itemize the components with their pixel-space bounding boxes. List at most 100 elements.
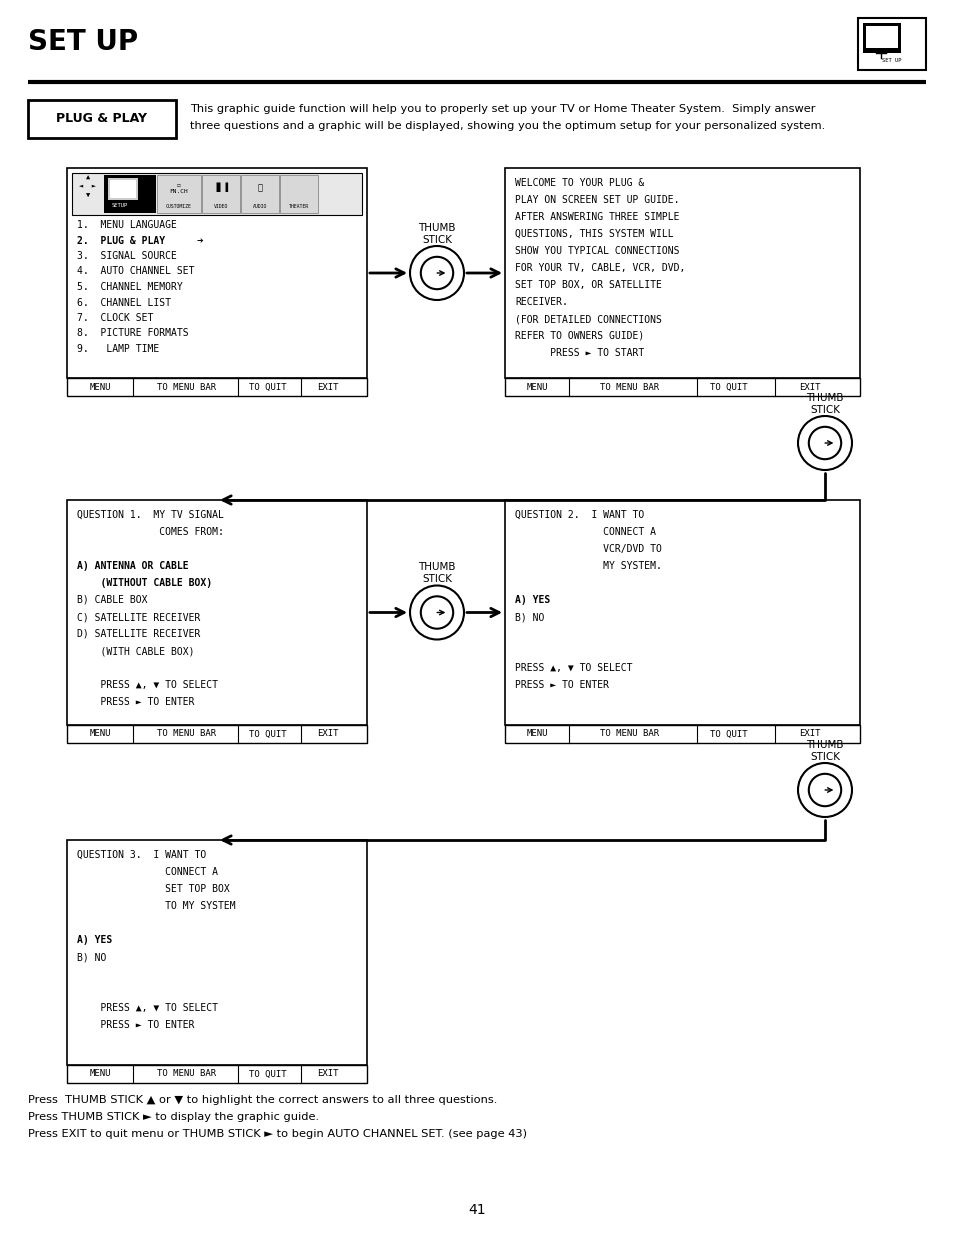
Text: CONNECT A: CONNECT A: [515, 527, 656, 537]
Text: TO QUIT: TO QUIT: [709, 730, 747, 739]
Bar: [67, 378, 367, 396]
Text: SHOW YOU TYPICAL CONNECTIONS: SHOW YOU TYPICAL CONNECTIONS: [515, 246, 679, 256]
Text: 7.  CLOCK SET: 7. CLOCK SET: [77, 312, 153, 324]
Bar: [157, 175, 201, 212]
Text: A) ANTENNA OR CABLE: A) ANTENNA OR CABLE: [77, 561, 189, 571]
Text: THEATER: THEATER: [289, 204, 309, 209]
Text: SET UP: SET UP: [28, 28, 138, 56]
Text: Press  THUMB STICK ▲ or ▼ to highlight the correct answers to all three question: Press THUMB STICK ▲ or ▼ to highlight th…: [28, 1095, 497, 1105]
Text: TO MENU BAR: TO MENU BAR: [157, 383, 216, 391]
Text: FOR YOUR TV, CABLE, VCR, DVD,: FOR YOUR TV, CABLE, VCR, DVD,: [515, 263, 684, 273]
Text: AFTER ANSWERING THREE SIMPLE: AFTER ANSWERING THREE SIMPLE: [515, 212, 679, 222]
Text: TO QUIT: TO QUIT: [249, 383, 287, 391]
Bar: [67, 168, 367, 378]
Text: SET TOP BOX: SET TOP BOX: [77, 884, 230, 894]
Text: ☐
FN.CH: ☐ FN.CH: [170, 183, 188, 194]
Bar: [280, 175, 317, 212]
Text: MENU: MENU: [526, 730, 547, 739]
Text: THUMB
STICK: THUMB STICK: [805, 393, 842, 415]
Text: TO MENU BAR: TO MENU BAR: [157, 1070, 216, 1078]
Text: (WITHOUT CABLE BOX): (WITHOUT CABLE BOX): [77, 578, 212, 588]
Text: SET UP: SET UP: [882, 58, 901, 63]
Text: D) SATELLITE RECEIVER: D) SATELLITE RECEIVER: [77, 629, 200, 638]
Text: VIDEO: VIDEO: [213, 204, 228, 209]
Text: TO QUIT: TO QUIT: [249, 730, 287, 739]
Text: 6.  CHANNEL LIST: 6. CHANNEL LIST: [77, 298, 171, 308]
Bar: [71, 173, 361, 215]
Text: MENU: MENU: [90, 730, 111, 739]
Bar: [28, 100, 175, 138]
Text: THUMB
STICK: THUMB STICK: [417, 224, 456, 245]
Text: AUDIO: AUDIO: [253, 204, 267, 209]
Bar: [67, 500, 367, 725]
Text: TO QUIT: TO QUIT: [249, 1070, 287, 1078]
Text: THUMB
STICK: THUMB STICK: [417, 562, 456, 584]
Text: PRESS ► TO ENTER: PRESS ► TO ENTER: [515, 680, 608, 690]
Text: ▲: ▲: [86, 175, 90, 182]
Text: PRESS ► TO ENTER: PRESS ► TO ENTER: [77, 1020, 194, 1030]
Text: CONNECT A: CONNECT A: [77, 867, 218, 877]
Text: QUESTIONS, THIS SYSTEM WILL: QUESTIONS, THIS SYSTEM WILL: [515, 228, 673, 240]
Text: 1.  MENU LANGUAGE: 1. MENU LANGUAGE: [77, 220, 176, 230]
Text: EXIT: EXIT: [317, 730, 338, 739]
Bar: [241, 175, 278, 212]
Text: 8.  PICTURE FORMATS: 8. PICTURE FORMATS: [77, 329, 189, 338]
Text: A) YES: A) YES: [77, 935, 112, 945]
Text: SET TOP BOX, OR SATELLITE: SET TOP BOX, OR SATELLITE: [515, 280, 661, 290]
Text: PLAY ON SCREEN SET UP GUIDE.: PLAY ON SCREEN SET UP GUIDE.: [515, 195, 679, 205]
Text: EXIT: EXIT: [799, 383, 821, 391]
Text: 9.   LAMP TIME: 9. LAMP TIME: [77, 345, 159, 354]
Text: ◄  ►: ◄ ►: [79, 183, 96, 189]
Text: RECEIVER.: RECEIVER.: [515, 296, 567, 308]
Text: ▼: ▼: [86, 193, 90, 199]
Text: TO MENU BAR: TO MENU BAR: [599, 383, 659, 391]
Text: MENU: MENU: [90, 1070, 111, 1078]
Bar: [104, 175, 156, 212]
Text: TO QUIT: TO QUIT: [709, 383, 747, 391]
Text: B) CABLE BOX: B) CABLE BOX: [77, 595, 148, 605]
Text: 🔊: 🔊: [257, 183, 262, 191]
Text: TO MY SYSTEM: TO MY SYSTEM: [77, 902, 235, 911]
Text: ➔: ➔: [196, 236, 204, 246]
Text: TO MENU BAR: TO MENU BAR: [157, 730, 216, 739]
Bar: [504, 168, 859, 378]
Bar: [67, 725, 367, 743]
Text: CUSTOMIZE: CUSTOMIZE: [166, 204, 192, 209]
Bar: [504, 378, 859, 396]
Text: 4.  AUTO CHANNEL SET: 4. AUTO CHANNEL SET: [77, 267, 194, 277]
Text: B) NO: B) NO: [77, 952, 107, 962]
Text: Press EXIT to quit menu or THUMB STICK ► to begin AUTO CHANNEL SET. (see page 43: Press EXIT to quit menu or THUMB STICK ►…: [28, 1129, 526, 1139]
Text: TO MENU BAR: TO MENU BAR: [599, 730, 659, 739]
Text: WELCOME TO YOUR PLUG &: WELCOME TO YOUR PLUG &: [515, 178, 643, 188]
Bar: [504, 500, 859, 725]
Text: 3.  SIGNAL SOURCE: 3. SIGNAL SOURCE: [77, 251, 176, 261]
Bar: [110, 180, 136, 198]
Text: EXIT: EXIT: [799, 730, 821, 739]
Text: MY SYSTEM.: MY SYSTEM.: [515, 561, 661, 571]
Bar: [67, 840, 367, 1065]
Text: VCR/DVD TO: VCR/DVD TO: [515, 543, 661, 555]
Text: 2.  PLUG & PLAY: 2. PLUG & PLAY: [77, 236, 165, 246]
Text: SETUP: SETUP: [112, 203, 128, 207]
Text: EXIT: EXIT: [317, 383, 338, 391]
Text: EXIT: EXIT: [317, 1070, 338, 1078]
Text: PRESS ▲, ▼ TO SELECT: PRESS ▲, ▼ TO SELECT: [77, 1003, 218, 1013]
Bar: [857, 19, 925, 70]
Bar: [108, 178, 138, 200]
Text: PLUG & PLAY: PLUG & PLAY: [56, 112, 148, 126]
Text: PRESS ▲, ▼ TO SELECT: PRESS ▲, ▼ TO SELECT: [77, 680, 218, 690]
Text: MENU: MENU: [526, 383, 547, 391]
Text: B) NO: B) NO: [515, 613, 544, 622]
Bar: [504, 725, 859, 743]
Text: QUESTION 2.  I WANT TO: QUESTION 2. I WANT TO: [515, 510, 643, 520]
Text: 5.  CHANNEL MEMORY: 5. CHANNEL MEMORY: [77, 282, 183, 291]
Bar: [865, 26, 897, 48]
Text: three questions and a graphic will be displayed, showing you the optimum setup f: three questions and a graphic will be di…: [190, 121, 824, 131]
Text: THUMB
STICK: THUMB STICK: [805, 740, 842, 762]
Text: 41: 41: [468, 1203, 485, 1216]
Text: A) YES: A) YES: [515, 595, 550, 605]
Text: QUESTION 3.  I WANT TO: QUESTION 3. I WANT TO: [77, 850, 206, 860]
Bar: [862, 23, 900, 53]
Text: PRESS ► TO START: PRESS ► TO START: [515, 348, 643, 358]
Text: COMES FROM:: COMES FROM:: [77, 527, 224, 537]
